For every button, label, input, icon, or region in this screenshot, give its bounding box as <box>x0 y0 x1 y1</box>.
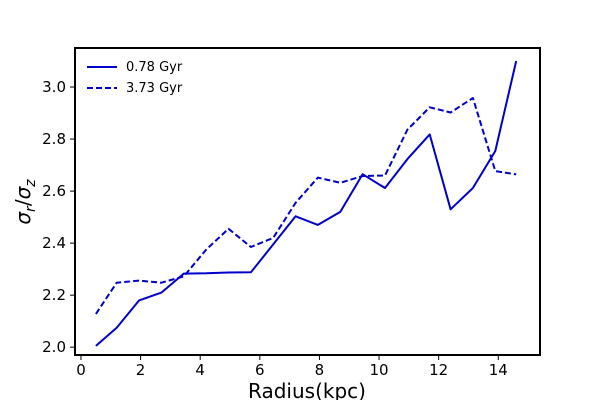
series-line-0-78-gyr <box>95 60 518 347</box>
x-tick-label: 6 <box>255 361 265 379</box>
x-tick-label: 0 <box>76 361 86 379</box>
x-tick-label: 8 <box>315 361 325 379</box>
y-tick-label: 3.0 <box>42 78 66 96</box>
legend-label-0-78-gyr: 0.78 Gyr <box>126 60 183 75</box>
y-axis-label-sigma-z: σ <box>11 185 35 199</box>
y-tick-label: 2.4 <box>42 234 66 252</box>
y-tick-label: 2.2 <box>42 286 66 304</box>
y-axis-ticks: 2.0 2.2 2.4 2.6 2.8 3.0 <box>42 78 75 356</box>
y-tick-label: 2.8 <box>42 130 66 148</box>
x-axis-label: Radius(kpc) <box>248 379 366 400</box>
x-axis-ticks: 0 2 4 6 8 10 12 14 <box>76 355 508 379</box>
x-tick-label: 2 <box>136 361 146 379</box>
y-axis-label-sub-z: z <box>23 179 39 188</box>
legend: 0.78 Gyr 3.73 Gyr <box>87 60 183 96</box>
x-tick-label: 14 <box>489 361 508 379</box>
y-tick-label: 2.0 <box>42 338 66 356</box>
x-tick-label: 12 <box>429 361 448 379</box>
y-tick-label: 2.6 <box>42 182 66 200</box>
y-axis-label-sub-r: r <box>23 205 39 212</box>
y-axis-label-slash: / <box>11 199 35 206</box>
y-axis-label-sigma-r: σ <box>11 211 35 225</box>
y-axis-label: σr/σz <box>11 179 39 225</box>
plot-frame <box>74 47 541 356</box>
series-lines <box>95 60 518 347</box>
x-tick-label: 10 <box>369 361 388 379</box>
legend-label-3-73-gyr: 3.73 Gyr <box>126 81 183 96</box>
series-line-3-73-gyr <box>95 97 517 315</box>
x-tick-label: 4 <box>195 361 205 379</box>
